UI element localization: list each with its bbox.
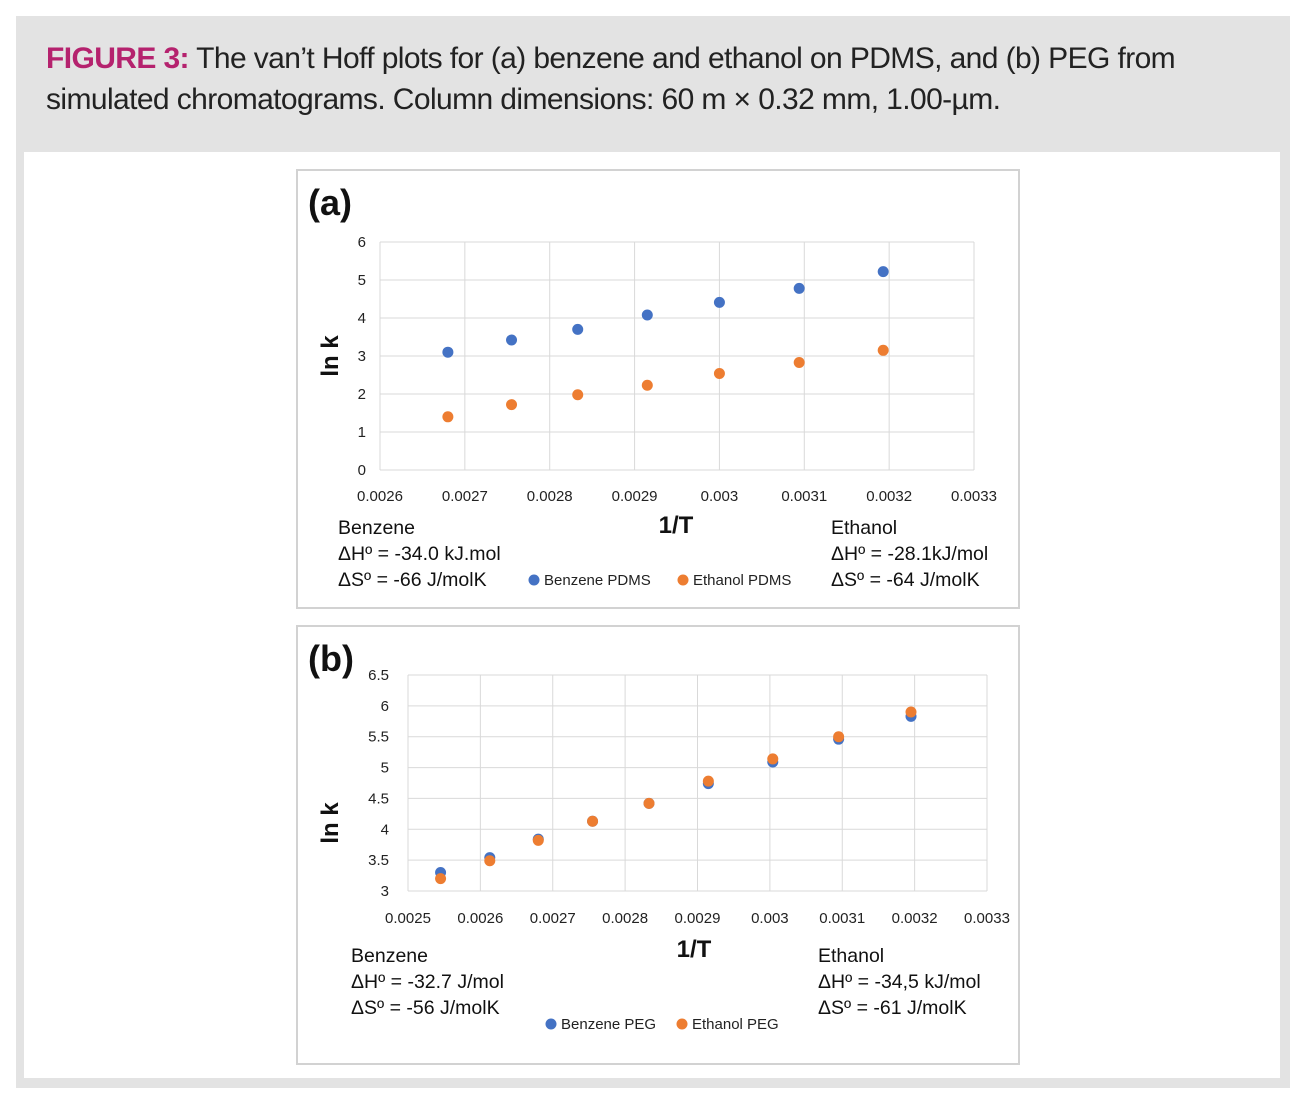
x-tick-label: 0.0029: [675, 910, 721, 927]
y-tick-label: 6: [358, 234, 366, 251]
x-tick-label: 0.0032: [866, 488, 912, 505]
x-tick-label: 0.0025: [385, 910, 431, 927]
x-tick-label: 0.0026: [457, 910, 503, 927]
data-point-benzene: [713, 296, 725, 308]
data-point-ethanol: [587, 815, 599, 827]
annotation-ethanol: ΔSº = -64 J/molK: [831, 569, 980, 591]
x-axis-title: 1/T: [677, 936, 712, 963]
data-point-ethanol: [643, 797, 655, 809]
x-tick-label: 0.0031: [781, 488, 827, 505]
figure-panel: (a) 0.0026 0.0027 0.0028 0.0029 0.003 0.0031 0.…: [24, 152, 1280, 1078]
x-tick-label: 0.0033: [951, 488, 997, 505]
annotation-ethanol: ΔSº = -61 J/molK: [818, 997, 967, 1019]
annotation-ethanol: Ethanol: [818, 945, 884, 967]
data-point-ethanol: [572, 389, 584, 401]
data-point-ethanol: [767, 753, 779, 765]
y-tick-label: 3: [358, 348, 366, 365]
legend-marker: [528, 574, 540, 586]
data-point-ethanol: [793, 356, 805, 368]
data-point-ethanol: [442, 411, 454, 423]
x-tick-label: 0.0029: [612, 488, 658, 505]
y-tick-label: 5: [381, 760, 389, 777]
figure-caption: FIGURE 3: The van’t Hoff plots for (a) b…: [46, 38, 1266, 120]
chart-b: (b) 0.0025 0.0026 0.0027 0.0028 0.0029 0.003 0.…: [308, 638, 1010, 1033]
data-point-ethanol: [484, 855, 496, 867]
annotation-benzene: ΔSº = -66 J/molK: [338, 569, 487, 591]
figure-frame: FIGURE 3: The van’t Hoff plots for (a) b…: [16, 16, 1290, 1088]
data-point-benzene: [877, 266, 889, 278]
y-tick-label: 0: [358, 462, 366, 479]
data-point-ethanol: [641, 379, 653, 391]
x-tick-label: 0.0028: [602, 910, 648, 927]
x-tick-label: 0.003: [701, 488, 739, 505]
data-point-benzene: [572, 323, 584, 335]
chart-a: (a) 0.0026 0.0027 0.0028 0.0029 0.003 0.0031 0.…: [308, 182, 997, 591]
y-axis-title: ln k: [317, 802, 344, 844]
x-axis-title: 1/T: [659, 512, 694, 539]
legend-label: Benzene PEG: [561, 1016, 656, 1033]
data-point-ethanol: [905, 706, 917, 718]
x-tick-label: 0.0027: [530, 910, 576, 927]
x-tick-label: 0.0026: [357, 488, 403, 505]
y-tick-label: 2: [358, 386, 366, 403]
annotation-ethanol: Ethanol: [831, 517, 897, 539]
data-point-ethanol: [877, 344, 889, 356]
y-tick-label: 5: [358, 272, 366, 289]
legend-label: Ethanol PDMS: [693, 572, 791, 589]
panel-label: (b): [308, 638, 354, 679]
data-point-ethanol: [532, 834, 544, 846]
data-point-benzene: [641, 309, 653, 321]
data-point-ethanol: [713, 367, 725, 379]
data-point-ethanol: [506, 399, 518, 411]
chart-b-container: (b) 0.0025 0.0026 0.0027 0.0028 0.0029 0.003 0.…: [296, 625, 1020, 1065]
x-tick-label: 0.0027: [442, 488, 488, 505]
data-point-ethanol: [833, 731, 845, 743]
y-tick-label: 5.5: [368, 729, 389, 746]
panel-label: (a): [308, 182, 352, 223]
x-tick-label: 0.0028: [527, 488, 573, 505]
x-tick-label: 0.003: [751, 910, 789, 927]
y-tick-label: 4: [358, 310, 366, 327]
y-tick-label: 1: [358, 424, 366, 441]
legend-marker: [545, 1018, 557, 1030]
annotation-ethanol: ΔHº = -28.1kJ/mol: [831, 543, 988, 565]
chart-a-container: (a) 0.0026 0.0027 0.0028 0.0029 0.003 0.0031 0.…: [296, 169, 1020, 609]
legend-label: Ethanol PEG: [692, 1016, 779, 1033]
y-tick-label: 6: [381, 698, 389, 715]
y-tick-label: 3: [381, 883, 389, 900]
y-tick-label: 6.5: [368, 667, 389, 684]
figure-caption-text: The van’t Hoff plots for (a) benzene and…: [46, 42, 1176, 116]
annotation-benzene: ΔHº = -34.0 kJ.mol: [338, 543, 501, 565]
y-tick-label: 4: [381, 821, 389, 838]
x-tick-label: 0.0031: [819, 910, 865, 927]
x-tick-label: 0.0033: [964, 910, 1010, 927]
y-axis-title: ln k: [317, 335, 344, 377]
legend-marker: [676, 1018, 688, 1030]
data-point-benzene: [793, 282, 805, 294]
annotation-benzene: ΔHº = -32.7 J/mol: [351, 971, 504, 993]
legend-marker: [677, 574, 689, 586]
annotation-benzene: ΔSº = -56 J/molK: [351, 997, 500, 1019]
data-point-ethanol: [435, 873, 447, 885]
y-tick-label: 4.5: [368, 790, 389, 807]
y-tick-label: 3.5: [368, 852, 389, 869]
data-point-benzene: [442, 346, 454, 358]
x-tick-label: 0.0032: [892, 910, 938, 927]
figure-label: FIGURE 3:: [46, 42, 190, 75]
data-point-benzene: [506, 334, 518, 346]
data-point-ethanol: [702, 775, 714, 787]
legend-label: Benzene PDMS: [544, 572, 651, 589]
annotation-ethanol: ΔHº = -34,5 kJ/mol: [818, 971, 981, 993]
annotation-benzene: Benzene: [338, 517, 415, 539]
annotation-benzene: Benzene: [351, 945, 428, 967]
